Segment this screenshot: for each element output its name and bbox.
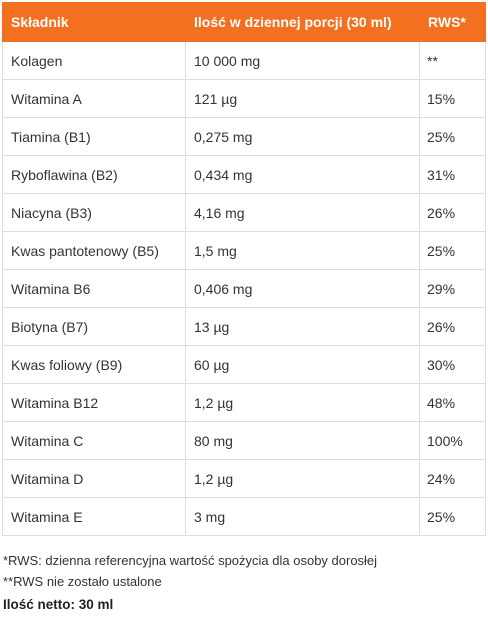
rws-cell: 100% bbox=[419, 421, 486, 460]
table-row: Niacyna (B3) 4,16 mg 26% bbox=[2, 193, 486, 232]
amount-cell: 1,2 µg bbox=[185, 459, 420, 498]
table-row: Witamina B12 1,2 µg 48% bbox=[2, 383, 486, 422]
rws-cell: 24% bbox=[419, 459, 486, 498]
ingredient-cell: Niacyna (B3) bbox=[2, 193, 186, 232]
table-header: Składnik Ilość w dziennej porcji (30 ml)… bbox=[2, 2, 486, 42]
table-row: Tiamina (B1) 0,275 mg 25% bbox=[2, 117, 486, 156]
ingredient-cell: Kolagen bbox=[2, 41, 186, 80]
amount-cell: 121 µg bbox=[185, 79, 420, 118]
rws-not-set-note: **RWS nie zostało ustalone bbox=[3, 574, 162, 589]
header-amount: Ilość w dziennej porcji (30 ml) bbox=[185, 2, 420, 42]
header-rws: RWS* bbox=[419, 2, 486, 42]
ingredient-cell: Witamina C bbox=[2, 421, 186, 460]
nutrition-table: Składnik Ilość w dziennej porcji (30 ml)… bbox=[2, 2, 486, 536]
rws-cell: ** bbox=[419, 41, 486, 80]
net-amount: Ilość netto: 30 ml bbox=[3, 597, 114, 612]
rws-cell: 15% bbox=[419, 79, 486, 118]
amount-cell: 1,5 mg bbox=[185, 231, 420, 270]
ingredient-cell: Witamina B12 bbox=[2, 383, 186, 422]
rws-cell: 30% bbox=[419, 345, 486, 384]
amount-cell: 13 µg bbox=[185, 307, 420, 346]
ingredient-cell: Kwas foliowy (B9) bbox=[2, 345, 186, 384]
ingredient-cell: Kwas pantotenowy (B5) bbox=[2, 231, 186, 270]
table-row: Witamina A 121 µg 15% bbox=[2, 79, 486, 118]
rws-cell: 48% bbox=[419, 383, 486, 422]
ingredient-cell: Biotyna (B7) bbox=[2, 307, 186, 346]
amount-cell: 0,406 mg bbox=[185, 269, 420, 308]
amount-cell: 80 mg bbox=[185, 421, 420, 460]
amount-cell: 4,16 mg bbox=[185, 193, 420, 232]
ingredient-cell: Witamina B6 bbox=[2, 269, 186, 308]
rws-cell: 25% bbox=[419, 117, 486, 156]
amount-cell: 60 µg bbox=[185, 345, 420, 384]
rws-cell: 26% bbox=[419, 307, 486, 346]
table-row: Kolagen 10 000 mg ** bbox=[2, 41, 486, 80]
rws-cell: 29% bbox=[419, 269, 486, 308]
table-row: Ryboflawina (B2) 0,434 mg 31% bbox=[2, 155, 486, 194]
amount-cell: 0,275 mg bbox=[185, 117, 420, 156]
header-row: Składnik Ilość w dziennej porcji (30 ml)… bbox=[2, 2, 486, 42]
rws-cell: 25% bbox=[419, 231, 486, 270]
rws-cell: 26% bbox=[419, 193, 486, 232]
ingredient-cell: Ryboflawina (B2) bbox=[2, 155, 186, 194]
ingredient-cell: Witamina E bbox=[2, 497, 186, 536]
ingredient-cell: Witamina D bbox=[2, 459, 186, 498]
amount-cell: 0,434 mg bbox=[185, 155, 420, 194]
table-row: Witamina B6 0,406 mg 29% bbox=[2, 269, 486, 308]
table-row: Witamina C 80 mg 100% bbox=[2, 421, 486, 460]
ingredient-cell: Witamina A bbox=[2, 79, 186, 118]
amount-cell: 10 000 mg bbox=[185, 41, 420, 80]
footnotes: *RWS: dzienna referencyjna wartość spoży… bbox=[3, 550, 485, 615]
header-ingredient: Składnik bbox=[2, 2, 186, 42]
table-row: Kwas foliowy (B9) 60 µg 30% bbox=[2, 345, 486, 384]
table-row: Biotyna (B7) 13 µg 26% bbox=[2, 307, 486, 346]
ingredient-cell: Tiamina (B1) bbox=[2, 117, 186, 156]
table-body: Kolagen 10 000 mg ** Witamina A 121 µg 15% Tia… bbox=[2, 41, 486, 536]
amount-cell: 1,2 µg bbox=[185, 383, 420, 422]
amount-cell: 3 mg bbox=[185, 497, 420, 536]
rws-cell: 25% bbox=[419, 497, 486, 536]
table-row: Witamina D 1,2 µg 24% bbox=[2, 459, 486, 498]
rws-definition-note: *RWS: dzienna referencyjna wartość spoży… bbox=[3, 553, 378, 568]
rws-cell: 31% bbox=[419, 155, 486, 194]
table-row: Kwas pantotenowy (B5) 1,5 mg 25% bbox=[2, 231, 486, 270]
